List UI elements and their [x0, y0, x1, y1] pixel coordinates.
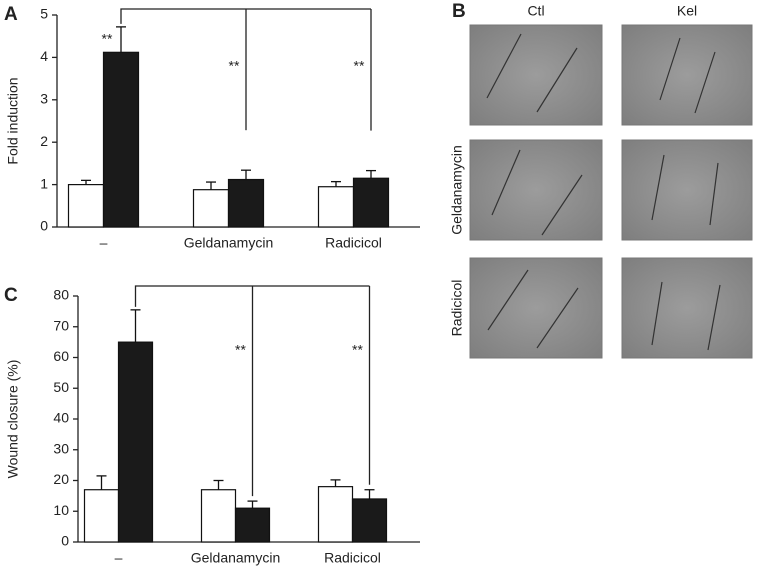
- bar: [227, 178, 265, 228]
- wound-edge: [707, 284, 721, 351]
- y-tick-label: 5: [40, 6, 48, 22]
- panel-label: C: [4, 285, 18, 306]
- bar: [192, 189, 230, 228]
- y-tick-label: 0: [61, 533, 69, 549]
- bar: [352, 177, 390, 228]
- wound-edge: [536, 287, 579, 349]
- wound-edge: [709, 162, 719, 226]
- x-tick-label: Geldanamycin: [191, 550, 281, 566]
- y-tick-label: 4: [40, 48, 48, 64]
- wound-edge: [541, 174, 583, 236]
- annotation: **: [235, 342, 246, 358]
- column-label: Ctl: [527, 3, 544, 19]
- significance-bracket: [134, 285, 370, 307]
- y-tick-label: 30: [53, 440, 69, 456]
- wound-edge: [486, 33, 522, 99]
- bar: [351, 498, 388, 543]
- image: [621, 257, 753, 359]
- image: [621, 24, 753, 126]
- image: [469, 139, 603, 241]
- wound-edge: [659, 37, 681, 101]
- significance-bracket: [120, 8, 371, 24]
- micrographs: [469, 24, 753, 359]
- bar: [317, 486, 354, 543]
- y-tick-label: 80: [53, 287, 69, 303]
- bar: [83, 489, 120, 543]
- bar: [117, 341, 154, 543]
- wound-edge: [651, 281, 663, 346]
- annotation: **: [352, 342, 363, 358]
- wound-edge: [491, 149, 521, 216]
- x-tick-label: Radicicol: [324, 550, 381, 566]
- x-tick-label: –: [115, 550, 123, 566]
- y-axis-label: Wound closure (%): [5, 360, 21, 479]
- column-label: Kel: [677, 3, 697, 19]
- x-tick-label: –: [100, 235, 108, 251]
- bar: [234, 507, 271, 543]
- panel-label: B: [452, 1, 466, 22]
- x-tick-label: Geldanamycin: [184, 235, 274, 251]
- y-tick-label: 2: [40, 133, 48, 149]
- annotation: **: [102, 31, 113, 47]
- bar: [102, 51, 140, 228]
- y-tick-label: 20: [53, 471, 69, 487]
- bar: [317, 186, 355, 228]
- y-tick-label: 10: [53, 502, 69, 518]
- y-tick-label: 3: [40, 91, 48, 107]
- row-label: Radicicol: [449, 280, 465, 337]
- y-tick-label: 0: [40, 218, 48, 234]
- y-tick-label: 1: [40, 175, 48, 191]
- wound-edge: [487, 269, 529, 331]
- annotation: **: [354, 58, 365, 74]
- y-axis-label: Fold induction: [5, 77, 21, 164]
- y-tick-label: 40: [53, 410, 69, 426]
- bar: [200, 489, 237, 543]
- image: [621, 139, 753, 241]
- wound-edge: [651, 154, 665, 221]
- wound-edge: [694, 51, 716, 114]
- wound-edge: [536, 47, 578, 113]
- panel-label: A: [4, 4, 18, 25]
- bar: [67, 184, 105, 228]
- annotation: **: [229, 58, 240, 74]
- x-tick-label: Radicicol: [325, 235, 382, 251]
- image: [469, 257, 603, 359]
- y-tick-label: 60: [53, 348, 69, 364]
- y-tick-label: 70: [53, 317, 69, 333]
- image: [469, 24, 603, 126]
- row-label: Geldanamycin: [449, 145, 465, 235]
- y-tick-label: 50: [53, 379, 69, 395]
